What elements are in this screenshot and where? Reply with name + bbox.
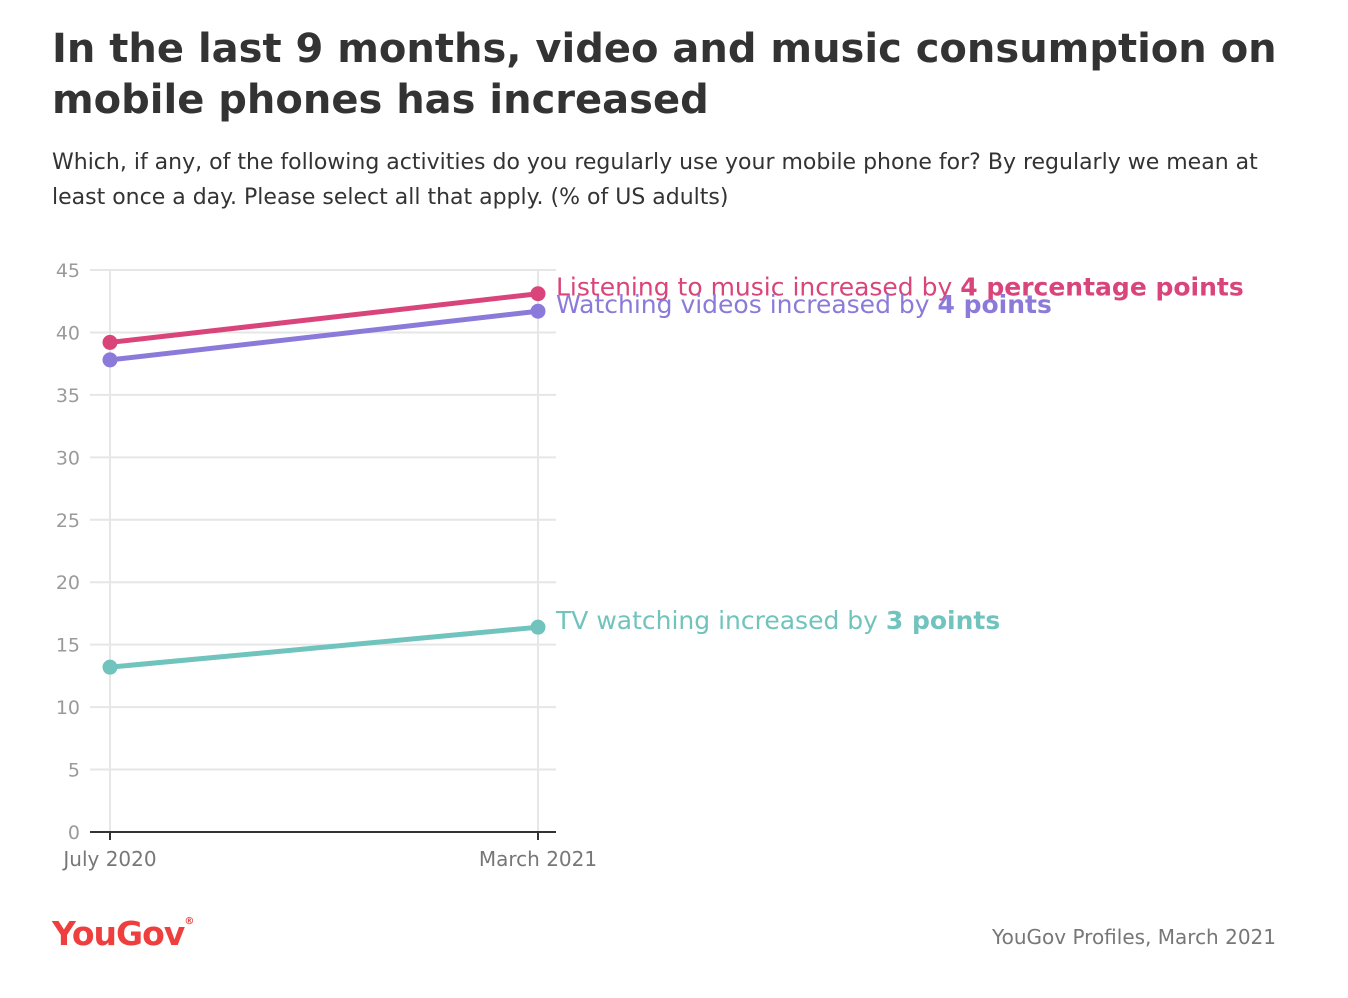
logo-text: YouGov [52, 914, 185, 953]
y-tick-label: 10 [56, 697, 80, 719]
annotation-music: Listening to music increased by 4 percen… [556, 273, 1244, 302]
y-tick-label: 15 [56, 635, 80, 657]
data-point-music-1[interactable] [530, 286, 546, 302]
data-point-music-0[interactable] [102, 334, 118, 350]
data-point-tv-0[interactable] [102, 659, 118, 675]
y-tick-label: 5 [68, 760, 80, 782]
annotation-bold: 3 points [886, 606, 1000, 635]
annotation-text: TV watching increased by [555, 606, 886, 635]
data-point-videos-0[interactable] [102, 352, 118, 368]
y-tick-label: 0 [68, 822, 80, 844]
logo-registered-mark: ® [184, 916, 194, 927]
x-tick-label: March 2021 [479, 847, 597, 871]
annotation-text: Listening to music increased by [556, 273, 960, 302]
y-tick-label: 25 [56, 510, 80, 532]
chart-subtitle: Which, if any, of the following activiti… [52, 150, 1258, 210]
yougov-logo[interactable]: YouGov® [52, 912, 194, 956]
y-tick-label: 45 [56, 260, 80, 282]
data-point-tv-1[interactable] [530, 619, 546, 635]
x-tick-label: July 2020 [61, 847, 156, 871]
annotation-tv: TV watching increased by 3 points [555, 606, 1000, 635]
annotation-bold: 4 points [938, 290, 1052, 319]
data-point-videos-1[interactable] [530, 303, 546, 319]
series-line-music [107, 291, 541, 345]
annotation-videos: Watching videos increased by 4 points [556, 290, 1052, 319]
y-tick-label: 35 [56, 385, 80, 407]
series-line-videos [107, 308, 541, 363]
source-note: YouGov Profiles, March 2021 [992, 925, 1276, 949]
series-line-tv [107, 624, 541, 670]
chart-title: In the last 9 months, video and music co… [52, 26, 1277, 123]
annotation-bold: 4 percentage points [960, 273, 1244, 302]
y-tick-label: 40 [56, 322, 80, 344]
line-chart: 0 5 10 15 20 25 30 35 40 45 July 2020 March 2021 Lis… [56, 260, 1244, 871]
y-tick-label: 30 [56, 447, 80, 469]
annotation-text: Watching videos increased by [556, 290, 938, 319]
y-tick-label: 20 [56, 572, 80, 594]
